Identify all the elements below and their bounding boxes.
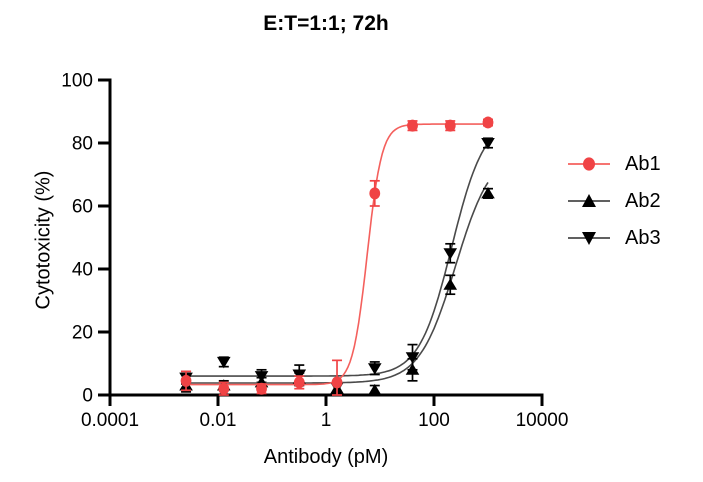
- triangle-down-marker-icon: [568, 232, 610, 245]
- series-ab1-points: [180, 116, 494, 395]
- x-tick-label: 0.0001: [81, 410, 139, 431]
- legend-item-ab1: Ab1: [566, 153, 661, 175]
- data-point-circle: [218, 382, 230, 395]
- data-point-triangle-up: [443, 278, 458, 290]
- y-axis-title: Cytotoxicity (%): [32, 170, 55, 310]
- x-tick-label: 0.01: [200, 410, 237, 431]
- legend-item-ab2: Ab2: [566, 190, 661, 212]
- y-tick-label: 0: [82, 386, 93, 407]
- legend-label-ab1: Ab1: [625, 152, 661, 175]
- data-point-triangle-down: [443, 248, 458, 260]
- data-point-triangle-down: [405, 352, 420, 364]
- series-ab1: [180, 116, 494, 396]
- data-point-triangle-up: [481, 187, 495, 199]
- series-ab3-curve: [186, 142, 489, 377]
- x-axis-title: Antibody (pM): [263, 446, 389, 468]
- data-point-triangle-down: [367, 363, 382, 375]
- data-point-circle: [407, 119, 418, 132]
- data-point-circle: [444, 119, 456, 132]
- x-tick-label: 1: [321, 410, 332, 431]
- series-ab3: [179, 137, 495, 394]
- chart-title: E:T=1:1; 72h: [263, 12, 389, 35]
- data-point-triangle-up: [405, 363, 420, 375]
- legend-label-ab3: Ab3: [625, 226, 661, 249]
- legend: Ab1 Ab2 Ab3: [566, 153, 661, 249]
- data-point-circle: [293, 376, 305, 389]
- y-tick-label: 40: [72, 260, 93, 281]
- y-tick-label: 100: [61, 71, 93, 92]
- y-tick-label: 80: [72, 134, 93, 155]
- legend-item-ab3: Ab3: [566, 227, 661, 249]
- data-point-triangle-down: [481, 138, 495, 150]
- data-point-circle: [331, 376, 343, 389]
- axes: 0.0001 0.01 1 100 10000 0 20 40 60 80 100: [61, 71, 568, 432]
- data-point-circle: [256, 382, 267, 395]
- circle-marker-icon: [568, 157, 610, 171]
- legend-label-ab2: Ab2: [625, 189, 661, 212]
- legend-triangle-down-ab3: [582, 232, 596, 245]
- y-tick-label: 20: [72, 323, 93, 344]
- data-point-circle: [482, 116, 494, 129]
- series-ab3-errorbars: [181, 137, 493, 393]
- y-tick-label: 60: [72, 197, 93, 218]
- series-ab1-errorbars: [181, 118, 493, 396]
- x-tick-label: 100: [418, 410, 450, 431]
- legend-dot-ab1: [583, 157, 595, 171]
- x-tick-label: 10000: [516, 410, 569, 431]
- triangle-up-marker-icon: [568, 194, 610, 207]
- data-point-triangle-up: [367, 383, 382, 396]
- data-point-triangle-down: [216, 356, 231, 369]
- data-point-circle: [369, 187, 381, 200]
- legend-triangle-up-ab2: [582, 194, 596, 207]
- data-point-circle: [180, 374, 192, 387]
- series-ab1-curve: [186, 123, 488, 386]
